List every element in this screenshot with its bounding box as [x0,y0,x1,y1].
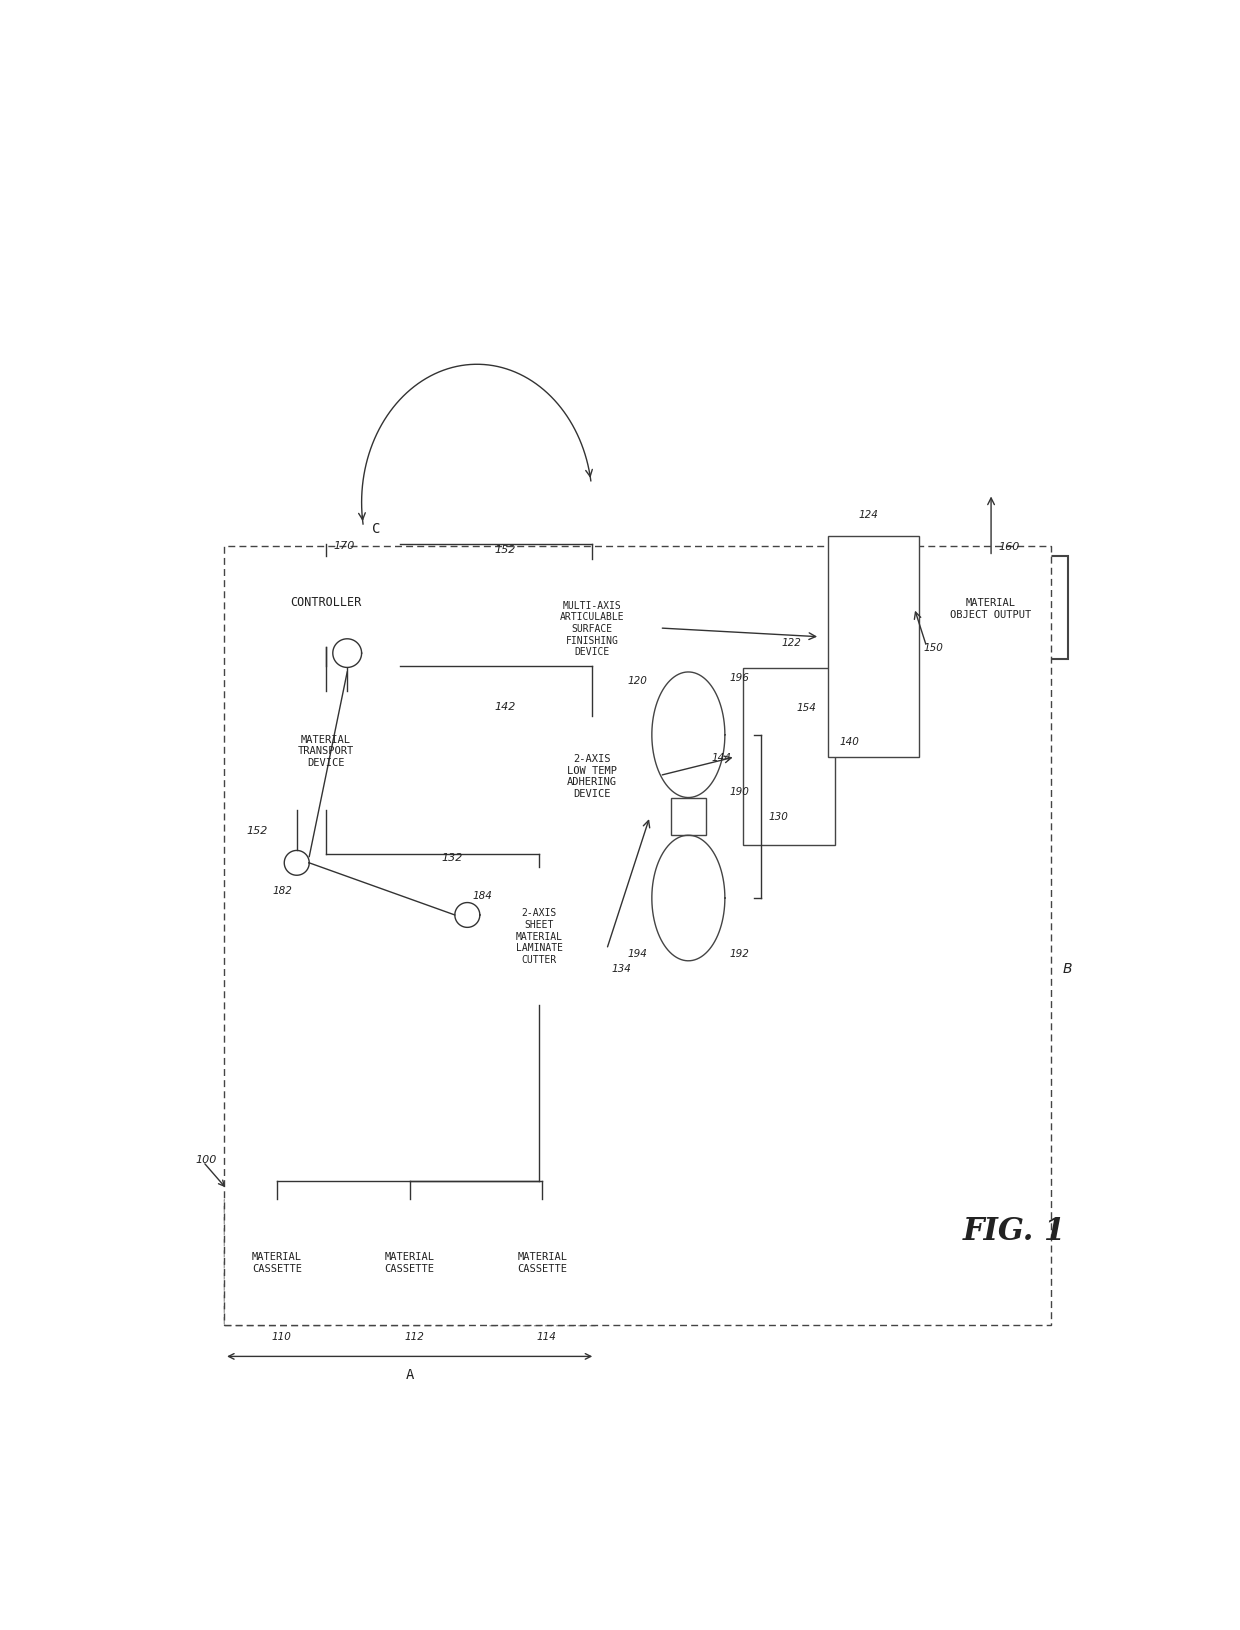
Text: MATERIAL
CASSETTE: MATERIAL CASSETTE [384,1252,435,1273]
Polygon shape [284,851,309,875]
FancyBboxPatch shape [777,825,801,836]
Text: 122: 122 [781,637,801,647]
FancyBboxPatch shape [851,606,895,619]
Text: 160: 160 [998,543,1021,553]
Text: 184: 184 [472,890,492,900]
Text: 144: 144 [712,753,732,763]
Text: 154: 154 [796,703,816,712]
Text: 100: 100 [196,1154,217,1164]
Polygon shape [652,673,725,799]
FancyBboxPatch shape [837,735,909,748]
FancyBboxPatch shape [847,650,900,662]
FancyBboxPatch shape [849,621,898,632]
FancyBboxPatch shape [841,707,906,719]
FancyBboxPatch shape [854,579,893,590]
FancyBboxPatch shape [856,564,892,575]
Text: 170: 170 [334,541,355,551]
Text: B: B [1063,962,1071,975]
Text: 124: 124 [859,510,879,520]
Text: 132: 132 [441,852,463,862]
FancyBboxPatch shape [853,592,894,605]
FancyBboxPatch shape [250,691,401,810]
FancyBboxPatch shape [490,1200,595,1325]
Text: 2-AXIS
LOW TEMP
ADHERING
DEVICE: 2-AXIS LOW TEMP ADHERING DEVICE [567,753,618,799]
Text: 196: 196 [729,673,749,683]
FancyBboxPatch shape [914,557,1068,660]
Text: 134: 134 [611,963,631,973]
FancyBboxPatch shape [525,717,660,836]
FancyBboxPatch shape [838,722,908,734]
Text: 142: 142 [494,701,516,711]
Text: MATERIAL
OBJECT OUTPUT: MATERIAL OBJECT OUTPUT [950,598,1032,619]
Text: 152: 152 [247,826,268,836]
Text: CONTROLLER: CONTROLLER [290,595,361,608]
Text: 130: 130 [768,812,787,822]
FancyBboxPatch shape [763,747,816,758]
FancyBboxPatch shape [844,663,901,676]
Text: 140: 140 [839,737,859,747]
Text: FIG. 1: FIG. 1 [962,1216,1065,1247]
Text: 152: 152 [494,544,516,554]
FancyBboxPatch shape [843,678,903,691]
FancyBboxPatch shape [758,720,821,732]
Text: 114: 114 [537,1332,557,1341]
Text: 112: 112 [404,1332,424,1341]
Text: 182: 182 [272,887,291,896]
Polygon shape [652,836,725,962]
FancyBboxPatch shape [755,707,823,719]
FancyBboxPatch shape [760,734,818,745]
Polygon shape [332,639,362,668]
FancyBboxPatch shape [828,536,919,758]
FancyBboxPatch shape [525,559,660,698]
Text: 110: 110 [272,1332,291,1341]
FancyBboxPatch shape [743,668,836,846]
FancyBboxPatch shape [250,557,401,647]
Text: 192: 192 [729,949,749,958]
FancyBboxPatch shape [770,786,808,797]
Text: C: C [372,522,381,535]
FancyBboxPatch shape [857,549,889,561]
Polygon shape [455,903,480,927]
Text: 194: 194 [627,949,647,958]
Text: 150: 150 [924,642,944,652]
FancyBboxPatch shape [671,799,706,836]
FancyBboxPatch shape [751,681,828,691]
Text: MATERIAL
CASSETTE: MATERIAL CASSETTE [517,1252,567,1273]
FancyBboxPatch shape [842,693,905,704]
FancyBboxPatch shape [753,694,826,704]
FancyBboxPatch shape [848,636,899,647]
Text: MULTI-AXIS
ARTICULABLE
SURFACE
FINISHING
DEVICE: MULTI-AXIS ARTICULABLE SURFACE FINISHING… [560,600,625,657]
Text: A: A [405,1368,414,1381]
FancyBboxPatch shape [768,773,811,784]
Text: 120: 120 [627,675,647,685]
Text: MATERIAL
CASSETTE: MATERIAL CASSETTE [252,1252,303,1273]
FancyBboxPatch shape [765,760,813,771]
FancyBboxPatch shape [472,867,606,1006]
FancyBboxPatch shape [775,812,804,823]
FancyBboxPatch shape [773,799,806,810]
FancyBboxPatch shape [357,1200,463,1325]
FancyBboxPatch shape [224,1200,330,1325]
FancyBboxPatch shape [224,548,1050,1325]
Text: 190: 190 [729,787,749,797]
Text: 2-AXIS
SHEET
MATERIAL
LAMINATE
CUTTER: 2-AXIS SHEET MATERIAL LAMINATE CUTTER [516,908,563,965]
Text: MATERIAL
TRANSPORT
DEVICE: MATERIAL TRANSPORT DEVICE [298,735,353,768]
